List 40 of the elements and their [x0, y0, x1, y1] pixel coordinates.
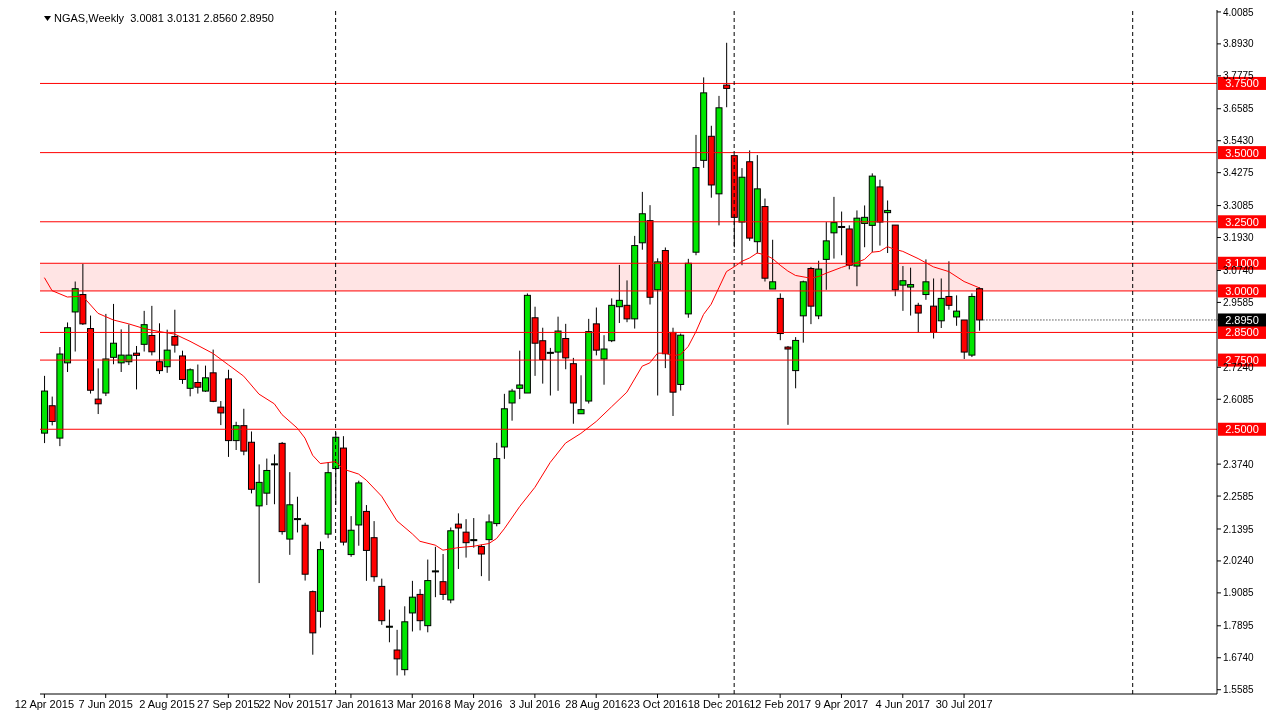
x-tick-label: 17 Jan 2016 [320, 697, 382, 710]
x-tick-label: 23 Oct 2016 [627, 697, 688, 710]
y-tick-label: 2.6085 [1223, 393, 1255, 405]
x-tick-label: 22 Nov 2015 [258, 697, 321, 710]
x-tick-label: 4 Jun 2017 [875, 697, 930, 710]
y-tick-label: 3.4275 [1223, 167, 1255, 179]
x-tick-label: 7 Jun 2015 [78, 697, 133, 710]
ref-line-label: 3.0000 [1225, 284, 1259, 297]
ref-line-label: 2.5000 [1225, 423, 1259, 436]
chart-title: NGAS,Weekly 3.0081 3.0131 2.8560 2.8950 [54, 12, 274, 24]
ref-line-label: 3.5000 [1225, 146, 1259, 159]
y-tick-label: 3.6585 [1223, 103, 1255, 115]
x-tick-label: 12 Feb 2017 [749, 697, 812, 710]
ref-line-label: 2.8500 [1225, 326, 1259, 339]
y-tick-label: 2.9585 [1223, 296, 1255, 308]
y-tick-label: 2.3740 [1223, 458, 1255, 470]
x-tick-label: 8 May 2016 [444, 697, 503, 710]
x-tick-label: 28 Aug 2016 [565, 697, 628, 710]
y-tick-label: 1.7895 [1223, 620, 1255, 632]
y-tick-label: 2.0240 [1223, 555, 1255, 567]
y-tick-label: 1.9085 [1223, 587, 1255, 599]
ref-line-label: 3.2500 [1225, 215, 1259, 228]
x-tick-label: 18 Dec 2016 [687, 697, 751, 710]
x-tick-label: 2 Aug 2015 [139, 697, 195, 710]
annotation: 2.8950 [1225, 313, 1259, 326]
y-tick-label: 4.0085 [1223, 6, 1255, 18]
x-tick-label: 30 Jul 2017 [935, 697, 993, 710]
x-tick-label: 13 Mar 2016 [381, 697, 444, 710]
x-tick-label: 9 Apr 2017 [814, 697, 869, 710]
y-tick-label: 3.5430 [1223, 135, 1255, 147]
y-tick-label: 1.6740 [1223, 652, 1255, 664]
x-tick-label: 12 Apr 2015 [14, 697, 75, 710]
y-tick-label: 3.3085 [1223, 200, 1255, 212]
y-tick-label: 3.1930 [1223, 232, 1255, 244]
y-tick-label: 3.8930 [1223, 38, 1255, 50]
y-tick-label: 2.2585 [1223, 490, 1255, 502]
y-tick-label: 1.5585 [1223, 684, 1255, 696]
y-tick-label: 2.1395 [1223, 523, 1255, 535]
x-tick-label: 3 Jul 2016 [509, 697, 561, 710]
x-tick-label: 27 Sep 2015 [197, 697, 260, 710]
